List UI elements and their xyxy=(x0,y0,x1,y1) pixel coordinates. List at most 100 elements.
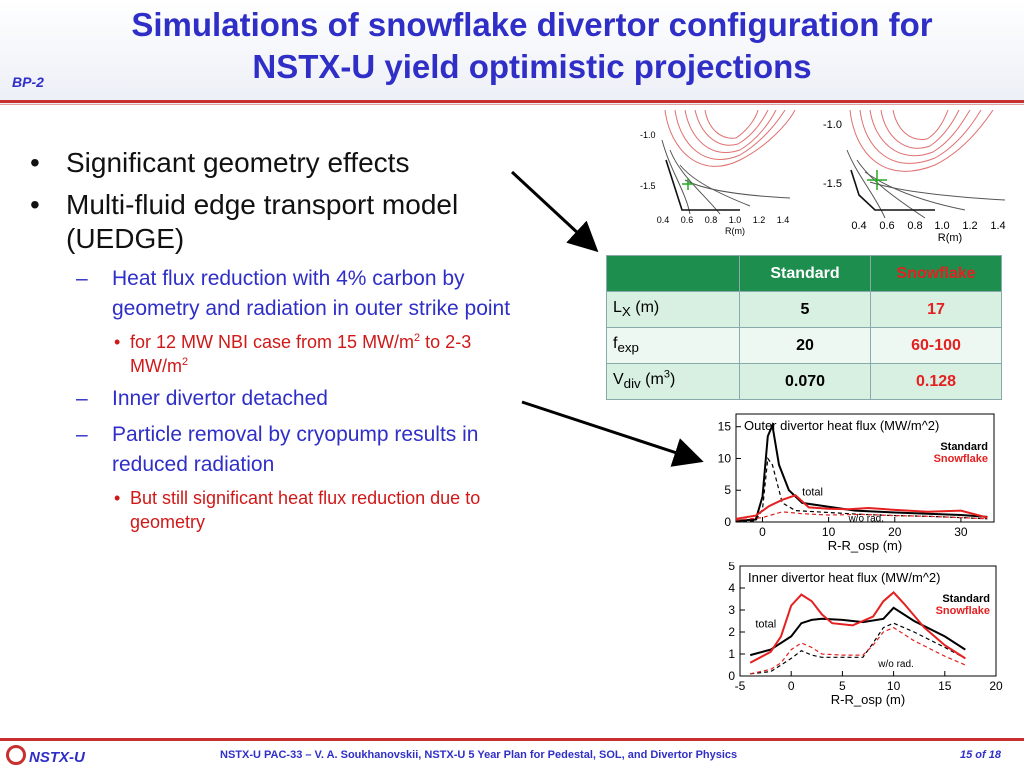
table-cell-snowflake: 60-100 xyxy=(870,327,1002,364)
param-symbol: f xyxy=(613,335,618,353)
param-unit: (m) xyxy=(630,299,660,317)
sub-bullet-item: – Inner divertor detached xyxy=(26,384,526,414)
sub-bullet-item: – Heat flux reduction with 4% carbon by g… xyxy=(26,264,526,324)
subsub-bullet-text: for 12 MW NBI case from 15 MW/m2 to 2-3 … xyxy=(130,332,471,376)
annotation-wo-rad: w/o rad. xyxy=(847,513,884,524)
x-tick-label: 20 xyxy=(888,525,902,539)
x-tick-label: 0.8 xyxy=(907,220,922,232)
bullet-dot: • xyxy=(30,189,40,220)
bullet-text: Multi-fluid edge transport model (UEDGE) xyxy=(66,189,459,254)
table-cell-snowflake: 0.128 xyxy=(870,363,1002,400)
table-header-row: Standard Snowflake xyxy=(606,255,1002,292)
annotation-wo-rad: w/o rad. xyxy=(877,659,914,670)
title-line-2: NSTX-U yield optimistic projections xyxy=(252,48,812,85)
param-subscript: X xyxy=(621,304,631,320)
param-unit: ) xyxy=(669,371,676,389)
x-tick-label: 1.4 xyxy=(777,215,790,225)
subsub-bullet-text: But still significant heat flux reductio… xyxy=(130,488,481,532)
x-axis-label: R-R_osp (m) xyxy=(828,538,902,553)
table-param-cell: fexp xyxy=(606,327,740,364)
series-line-snowflake-total xyxy=(749,591,966,664)
y-tick-label: 10 xyxy=(718,451,732,465)
logo-ring-icon xyxy=(6,745,26,765)
header-divider xyxy=(0,100,1024,103)
superscript: 2 xyxy=(181,356,189,368)
equilibrium-plot-snowflake: -1.0 -1.5 0.4 0.6 0.8 1.0 1.2 1.4 R(m) xyxy=(823,110,1015,244)
logo-text: NSTX-U xyxy=(29,749,85,766)
subsub-bullet-item: • But still significant heat flux reducti… xyxy=(26,486,526,534)
x-tick-label: -5 xyxy=(735,679,746,693)
y-tick-label: -1.0 xyxy=(823,119,842,131)
bullet-list: • Significant geometry effects • Multi-flu… xyxy=(26,146,526,538)
y-tick-label: 15 xyxy=(718,420,732,434)
sub-bullet-item: – Particle removal by cryopump results in… xyxy=(26,420,526,480)
sub-bullet-text: Heat flux reduction with 4% carbon by ge… xyxy=(112,267,511,320)
sub-bullet-text: Inner divertor detached xyxy=(112,387,328,410)
x-axis-label: R-R_osp (m) xyxy=(831,692,905,707)
bullet-dash: – xyxy=(76,267,88,290)
param-symbol: L xyxy=(613,299,622,317)
table-row: Vdiv (m3) 0.070 0.128 xyxy=(606,363,1002,400)
y-tick-label: 5 xyxy=(724,483,731,497)
y-tick-label: -1.5 xyxy=(640,181,656,191)
x-tick-label: 1.2 xyxy=(962,220,977,232)
bullet-dot: • xyxy=(114,488,121,508)
x-tick-label: 0.4 xyxy=(657,215,670,225)
param-superscript: 3 xyxy=(663,369,670,382)
equilibrium-plot-standard: -1.0 -1.5 0.4 0.6 0.8 1.0 1.2 1.4 R(m) xyxy=(640,110,810,236)
table-param-cell: Vdiv (m3) xyxy=(606,363,740,400)
bullet-dash: – xyxy=(76,387,88,410)
x-tick-label: 0.4 xyxy=(851,220,866,232)
x-tick-label: 0.8 xyxy=(705,215,718,225)
x-tick-label: 0 xyxy=(759,525,766,539)
x-axis-label: R(m) xyxy=(725,226,745,236)
chart-title: Outer divertor heat flux (MW/m^2) xyxy=(744,418,939,433)
table-cell-standard: 0.070 xyxy=(739,363,871,400)
param-subscript: exp xyxy=(617,340,639,356)
bullet-dot: • xyxy=(114,332,121,352)
table-header-cell: Standard xyxy=(739,255,871,292)
x-tick-label: 1.0 xyxy=(729,215,742,225)
table-param-cell: LX (m) xyxy=(606,291,740,328)
subsub-bullet-item: • for 12 MW NBI case from 15 MW/m2 to 2-3… xyxy=(26,330,526,378)
header-divider-thin xyxy=(0,104,1024,105)
y-tick-label: 2 xyxy=(728,625,735,639)
x-axis-label: R(m) xyxy=(938,232,962,244)
table-cell-standard: 20 xyxy=(739,327,871,364)
series-line-snowflake-wo-rad xyxy=(750,626,966,675)
x-tick-label: 0.6 xyxy=(681,215,694,225)
text-run: for 12 MW NBI case from 15 MW/m xyxy=(130,332,415,352)
annotation-total: total xyxy=(802,486,823,498)
x-tick-label: 10 xyxy=(887,679,901,693)
footer-citation: NSTX-U PAC-33 – V. A. Soukhanovskii, NST… xyxy=(220,749,738,761)
comparison-table: Standard Snowflake LX (m) 5 17 fexp 20 6… xyxy=(606,255,1002,400)
y-tick-label: -1.0 xyxy=(640,130,656,140)
legend-entry-snowflake: Snowflake xyxy=(934,453,988,465)
table-row: fexp 20 60-100 xyxy=(606,327,1002,364)
sub-bullet-text: Particle removal by cryopump results in … xyxy=(112,423,479,476)
page-number: 15 of 18 xyxy=(960,749,1001,761)
param-unit: (m xyxy=(640,371,664,389)
slide-id: BP-2 xyxy=(12,74,44,90)
bullet-text: Significant geometry effects xyxy=(66,147,410,178)
superscript: 2 xyxy=(414,332,421,344)
chart-title: Inner divertor heat flux (MW/m^2) xyxy=(748,570,941,585)
slide-title: Simulations of snowflake divertor config… xyxy=(40,4,1024,88)
y-tick-label: 3 xyxy=(728,603,735,617)
x-tick-label: 10 xyxy=(822,525,836,539)
x-tick-label: 5 xyxy=(839,679,846,693)
y-tick-label: -1.5 xyxy=(823,178,842,190)
x-tick-label: 20 xyxy=(989,679,1003,693)
param-subscript: div xyxy=(623,376,641,392)
plot-frame xyxy=(735,413,995,523)
x-tick-label: 0.6 xyxy=(879,220,894,232)
bullet-dot: • xyxy=(30,147,40,178)
table-row: LX (m) 5 17 xyxy=(606,291,1002,328)
table-cell-standard: 5 xyxy=(739,291,871,328)
x-tick-label: 15 xyxy=(938,679,952,693)
annotation-total: total xyxy=(755,619,776,631)
slide-footer xyxy=(0,738,1024,768)
y-tick-label: 4 xyxy=(728,581,735,595)
title-line-1: Simulations of snowflake divertor config… xyxy=(131,6,933,43)
